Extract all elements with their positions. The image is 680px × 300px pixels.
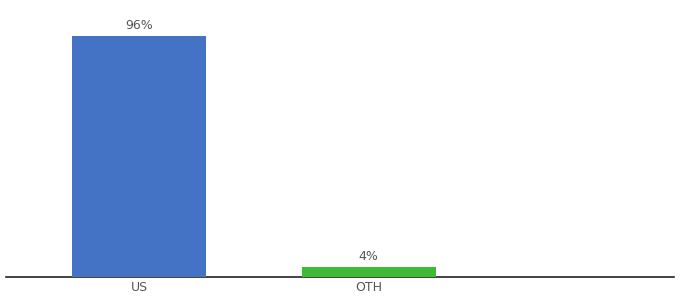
Bar bbox=[302, 266, 436, 277]
Bar bbox=[73, 36, 206, 277]
Text: 96%: 96% bbox=[125, 19, 153, 32]
Text: 4%: 4% bbox=[359, 250, 379, 263]
